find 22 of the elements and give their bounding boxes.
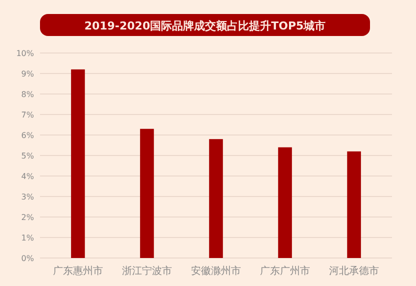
y-tick-label: 9% bbox=[21, 69, 34, 78]
x-tick-label: 广东惠州市 bbox=[52, 265, 103, 277]
y-tick-label: 8% bbox=[21, 90, 34, 99]
x-tick-label: 广东广州市 bbox=[260, 265, 310, 277]
y-tick-label: 6% bbox=[21, 130, 34, 140]
bar bbox=[140, 128, 154, 258]
bar bbox=[71, 69, 85, 258]
y-tick-label: 5% bbox=[21, 151, 34, 160]
y-tick-label: 0% bbox=[21, 254, 34, 263]
x-tick-label: 河北承德市 bbox=[329, 265, 380, 277]
bar bbox=[278, 147, 292, 258]
y-tick-label: 10% bbox=[16, 48, 34, 58]
y-tick-label: 4% bbox=[21, 172, 34, 181]
bar bbox=[209, 139, 223, 258]
bar bbox=[347, 151, 361, 258]
y-tick-label: 1% bbox=[21, 233, 34, 242]
y-tick-label: 2% bbox=[21, 212, 34, 222]
x-tick-label: 安徽滁州市 bbox=[191, 265, 241, 277]
y-tick-label: 3% bbox=[21, 192, 34, 202]
x-tick-label: 浙江宁波市 bbox=[122, 265, 172, 277]
y-tick-label: 7% bbox=[21, 110, 34, 120]
chart-title: 2019-2020国际品牌成交额占比提升TOP5城市 bbox=[84, 20, 326, 32]
